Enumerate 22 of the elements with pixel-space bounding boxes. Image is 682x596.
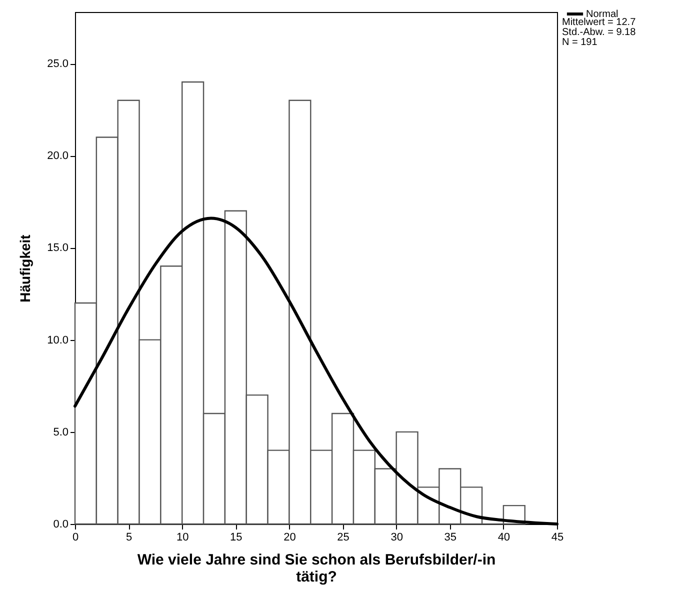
y-tick-label: 15.0 xyxy=(47,242,68,254)
x-tick-label: 40 xyxy=(498,532,510,544)
y-tick-label: 10.0 xyxy=(47,334,68,346)
text: Mittelwert = 12.7 xyxy=(562,17,636,28)
text: N = 191 xyxy=(562,37,598,48)
text: Std.-Abw. = 9.18 xyxy=(562,27,636,38)
y-tick-label: 20.0 xyxy=(47,150,68,162)
y-tick-label: 25.0 xyxy=(47,58,68,70)
x-tick-label: 10 xyxy=(176,532,189,544)
x-axis-title: Wie viele Jahre sind Sie schon als Berufsbilder/-in tätig? xyxy=(137,552,496,586)
legend-label: Normal xyxy=(586,9,618,20)
x-tick-label: 45 xyxy=(551,532,564,544)
x-tick-label: 35 xyxy=(444,532,457,544)
y-tick-label: 0.0 xyxy=(53,518,68,530)
x-tick-label: 30 xyxy=(390,532,403,544)
y-axis-title: Häufigkeit xyxy=(17,234,34,302)
x-tick-label: 0 xyxy=(72,532,79,544)
x-tick-label: 5 xyxy=(126,532,132,544)
x-tick-label: 25 xyxy=(337,532,350,544)
x-tick-label: 15 xyxy=(230,532,242,544)
x-tick-label: 20 xyxy=(284,532,296,544)
y-tick-label: 5.0 xyxy=(53,426,68,438)
